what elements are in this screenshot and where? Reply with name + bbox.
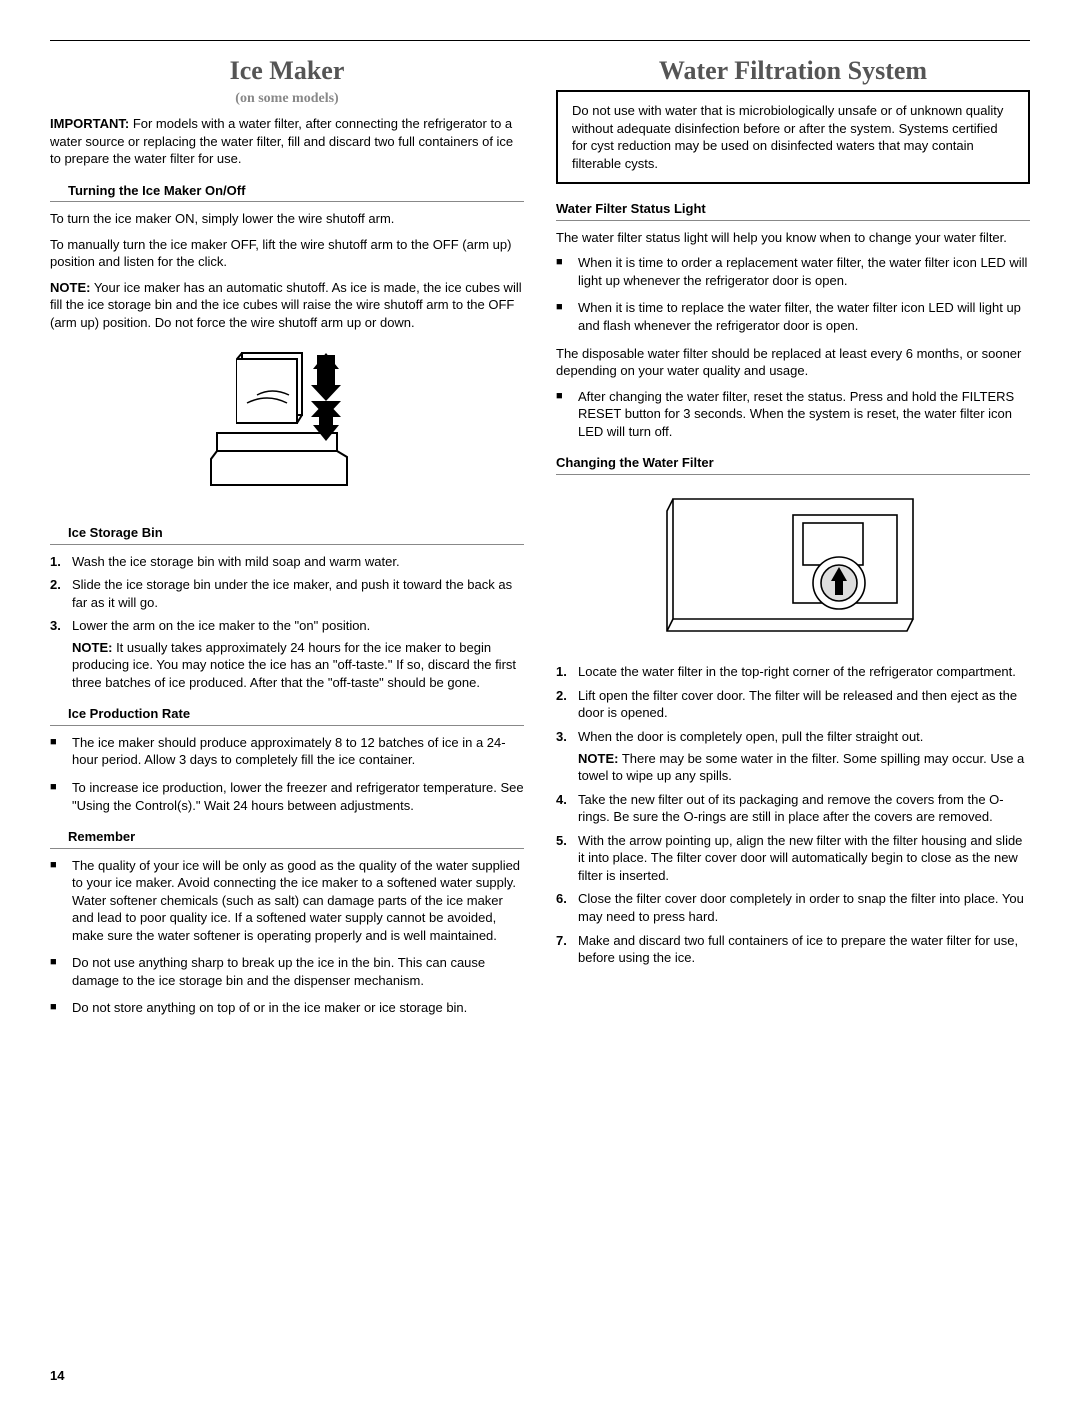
- remember-list: ■The quality of your ice will be only as…: [50, 857, 524, 1017]
- list-item: ■To increase ice production, lower the f…: [50, 779, 524, 814]
- two-column-layout: Ice Maker (on some models) IMPORTANT: Fo…: [50, 53, 1030, 1385]
- left-column: Ice Maker (on some models) IMPORTANT: Fo…: [50, 53, 524, 1385]
- important-paragraph: IMPORTANT: For models with a water filte…: [50, 115, 524, 168]
- list-item: ■Do not use anything sharp to break up t…: [50, 954, 524, 989]
- s1-note-text: Your ice maker has an automatic shutoff.…: [50, 280, 522, 330]
- filter-status-head: Water Filter Status Light: [556, 200, 1030, 221]
- ice-production-list: ■The ice maker should produce approximat…: [50, 734, 524, 814]
- top-rule: [50, 40, 1030, 41]
- list-item: 1.Locate the water filter in the top-rig…: [556, 663, 1030, 681]
- s1-p1: To turn the ice maker ON, simply lower t…: [50, 210, 524, 228]
- filter-reset-list: ■After changing the water filter, reset …: [556, 388, 1030, 441]
- s1-note: NOTE: Your ice maker has an automatic sh…: [50, 279, 524, 332]
- list-item: ■Do not store anything on top of or in t…: [50, 999, 524, 1017]
- warning-text: Do not use with water that is microbiolo…: [572, 103, 1003, 171]
- warning-box: Do not use with water that is microbiolo…: [556, 90, 1030, 184]
- r1-p1: The water filter status light will help …: [556, 229, 1030, 247]
- list-item: ■When it is time to replace the water fi…: [556, 299, 1030, 334]
- changing-filter-steps: 1.Locate the water filter in the top-rig…: [556, 663, 1030, 966]
- list-item: ■After changing the water filter, reset …: [556, 388, 1030, 441]
- r1-p2: The disposable water filter should be re…: [556, 345, 1030, 380]
- page-number: 14: [50, 1367, 524, 1385]
- s1-note-label: NOTE:: [50, 280, 90, 295]
- water-filter-figure: [556, 489, 1030, 654]
- list-item: 6.Close the filter cover door completely…: [556, 890, 1030, 925]
- ice-maker-subtitle: (on some models): [50, 90, 524, 109]
- ice-maker-title: Ice Maker: [50, 53, 524, 88]
- turning-on-off-head: Turning the Ice Maker On/Off: [50, 182, 524, 203]
- list-item: 3. When the door is completely open, pul…: [556, 728, 1030, 785]
- right-column: Water Filtration System Do not use with …: [556, 53, 1030, 1385]
- ice-storage-steps: 1.Wash the ice storage bin with mild soa…: [50, 553, 524, 692]
- list-item: 4.Take the new filter out of its packagi…: [556, 791, 1030, 826]
- list-item: 5.With the arrow pointing up, align the …: [556, 832, 1030, 885]
- important-label: IMPORTANT:: [50, 116, 129, 131]
- changing-filter-head: Changing the Water Filter: [556, 454, 1030, 475]
- s1-p2: To manually turn the ice maker OFF, lift…: [50, 236, 524, 271]
- s2-note: NOTE: It usually takes approximately 24 …: [72, 639, 524, 692]
- remember-head: Remember: [50, 828, 524, 849]
- list-item: ■The quality of your ice will be only as…: [50, 857, 524, 945]
- ice-storage-head: Ice Storage Bin: [50, 524, 524, 545]
- ice-maker-figure: [50, 345, 524, 510]
- list-item: 1.Wash the ice storage bin with mild soa…: [50, 553, 524, 571]
- list-item: ■The ice maker should produce approximat…: [50, 734, 524, 769]
- list-item: 2.Lift open the filter cover door. The f…: [556, 687, 1030, 722]
- list-item: 2.Slide the ice storage bin under the ic…: [50, 576, 524, 611]
- list-item: 3. Lower the arm on the ice maker to the…: [50, 617, 524, 691]
- filter-status-list: ■When it is time to order a replacement …: [556, 254, 1030, 334]
- list-item: 7.Make and discard two full containers o…: [556, 932, 1030, 967]
- r2-note: NOTE: There may be some water in the fil…: [578, 750, 1030, 785]
- list-item: ■When it is time to order a replacement …: [556, 254, 1030, 289]
- water-filtration-title: Water Filtration System: [556, 53, 1030, 88]
- ice-production-head: Ice Production Rate: [50, 705, 524, 726]
